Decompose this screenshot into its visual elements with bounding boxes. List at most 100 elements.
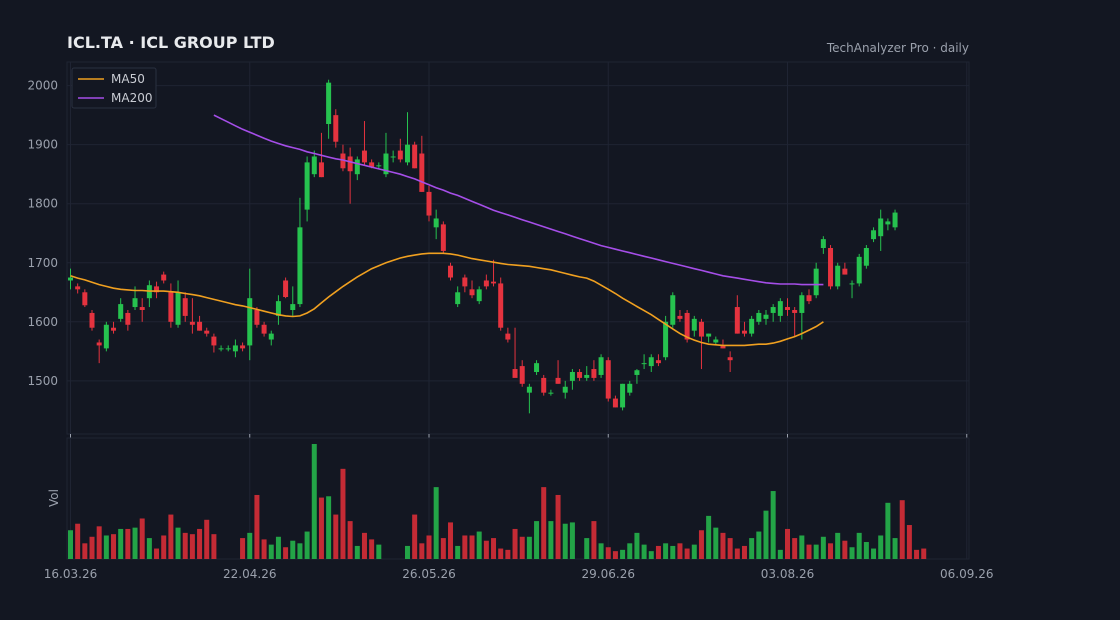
candle xyxy=(713,336,719,346)
volume-bar xyxy=(146,538,152,559)
candle xyxy=(569,369,575,390)
candle-body xyxy=(871,230,877,240)
y-tick-label: 1800 xyxy=(27,197,58,211)
candle xyxy=(469,280,475,299)
candle xyxy=(612,395,618,408)
volume-bar xyxy=(663,543,669,559)
candle xyxy=(770,304,776,322)
candle xyxy=(483,274,489,290)
candle-body xyxy=(519,366,525,384)
volume-bar xyxy=(326,496,332,559)
candle-body xyxy=(440,224,446,251)
volume-bar xyxy=(691,544,697,559)
candle xyxy=(476,286,482,305)
x-tick-label: 16.03.26 xyxy=(44,567,97,581)
volume-bar xyxy=(182,532,188,559)
volume-bar xyxy=(792,538,798,559)
candle xyxy=(218,345,224,352)
volume-bar xyxy=(741,545,747,559)
candle-body xyxy=(268,333,274,340)
volume-bar xyxy=(562,523,568,559)
candle-body xyxy=(297,227,303,305)
candle-body xyxy=(333,115,339,142)
candle-body xyxy=(627,383,633,393)
candle xyxy=(96,339,102,364)
candle-body xyxy=(713,339,719,343)
y-tick-label: 1900 xyxy=(27,138,58,152)
volume-bar xyxy=(333,514,339,559)
candle xyxy=(878,209,884,251)
candle xyxy=(340,144,346,172)
volume-bar xyxy=(541,487,547,559)
candle-body xyxy=(111,327,117,331)
candle-body xyxy=(749,318,755,334)
candle xyxy=(835,262,841,290)
volume-bar xyxy=(161,535,167,559)
volume-bar xyxy=(519,536,525,559)
volume-bar xyxy=(677,543,683,559)
volume-bar xyxy=(591,521,597,559)
candle-body xyxy=(154,286,160,293)
candle-body xyxy=(892,212,898,228)
volume-bar xyxy=(849,547,855,559)
candle xyxy=(591,360,597,381)
candle-body xyxy=(103,324,109,349)
volume-bar xyxy=(261,539,267,559)
candle-body xyxy=(462,277,468,287)
candle xyxy=(577,369,583,381)
volume-bar xyxy=(734,548,740,559)
candle-body xyxy=(856,256,862,284)
candle xyxy=(505,327,511,343)
candle-body xyxy=(89,312,95,328)
volume-bar xyxy=(483,540,489,559)
volume-bar xyxy=(720,532,726,559)
volume-bar xyxy=(498,548,504,559)
candle-body xyxy=(361,150,367,163)
candle xyxy=(103,321,109,352)
volume-bar xyxy=(612,551,618,559)
candle xyxy=(304,156,310,222)
candle xyxy=(785,298,790,316)
candle-body xyxy=(275,301,281,316)
candle xyxy=(182,292,188,322)
ma50-line xyxy=(70,252,824,347)
candle-body xyxy=(139,307,145,310)
volume-bar xyxy=(906,525,912,559)
candle xyxy=(383,132,389,178)
candle xyxy=(605,357,611,402)
volume-bar xyxy=(254,494,260,559)
volume-bar xyxy=(75,523,81,559)
candle xyxy=(655,354,661,367)
volume-bar xyxy=(526,536,532,559)
candle xyxy=(189,298,195,334)
candle xyxy=(698,318,704,370)
candle-body xyxy=(390,156,396,158)
candle-body xyxy=(727,357,733,361)
volume-bar xyxy=(89,536,95,559)
candle xyxy=(118,298,124,322)
chart-subtitle: TechAnalyzer Pro · daily xyxy=(826,41,969,55)
candle-body xyxy=(820,239,826,248)
x-tick-label: 03.08.26 xyxy=(761,567,814,581)
candle-body xyxy=(612,398,618,408)
candle xyxy=(462,274,468,293)
candle-body xyxy=(806,295,812,302)
candle xyxy=(734,295,740,334)
candle xyxy=(397,138,403,163)
volume-bar xyxy=(534,521,540,559)
volume-bar xyxy=(132,527,138,559)
y-axis-tick-labels: 1500 1600 1700 1800 1900 2000 xyxy=(27,79,58,388)
candle xyxy=(584,366,590,381)
candle xyxy=(813,262,819,299)
legend-label-ma50: MA50 xyxy=(111,72,145,86)
volume-bar xyxy=(175,527,181,559)
candle xyxy=(519,360,525,387)
volume-bar xyxy=(154,548,160,559)
candle-body xyxy=(455,292,461,305)
volume-bar xyxy=(376,544,382,559)
volume-bar xyxy=(168,514,174,559)
candle-body xyxy=(118,304,124,319)
candle-body xyxy=(383,153,389,175)
candle-body xyxy=(648,357,654,367)
